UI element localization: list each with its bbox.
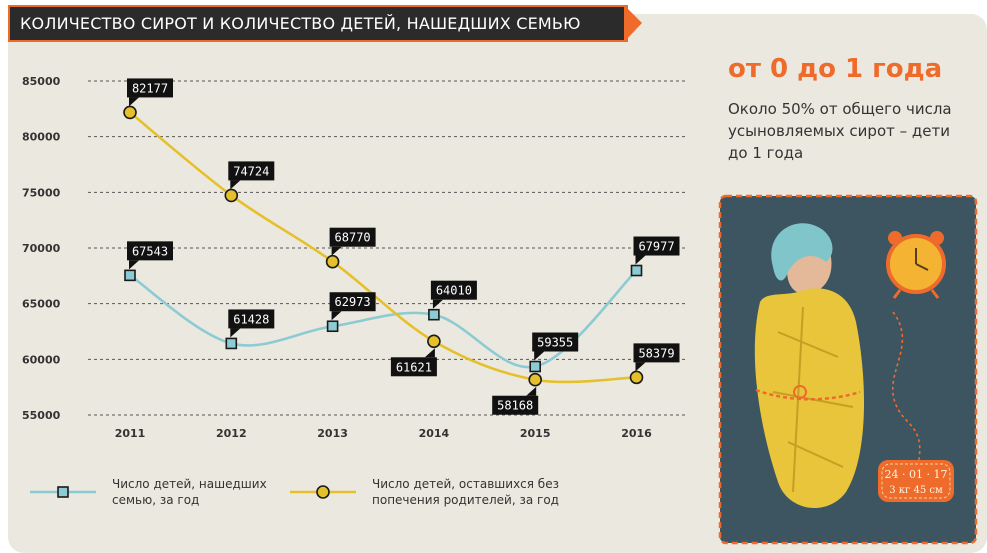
marker-adopted bbox=[124, 269, 136, 282]
y-tick-label: 85000 bbox=[22, 75, 61, 88]
data-label: 58379 bbox=[638, 346, 674, 360]
y-axis-ticks: 85000 80000 75000 70000 65000 60000 55000 bbox=[22, 75, 61, 422]
data-label: 68770 bbox=[335, 231, 371, 245]
y-tick-label: 80000 bbox=[22, 131, 61, 144]
x-tick-label: 2015 bbox=[520, 427, 551, 440]
data-label-bg bbox=[633, 236, 680, 256]
series-markers bbox=[123, 105, 644, 387]
x-tick-label: 2012 bbox=[216, 427, 247, 440]
data-label-bg bbox=[430, 280, 477, 300]
marker-orphans bbox=[528, 372, 543, 387]
chart-grid bbox=[88, 80, 688, 416]
data-label-bg bbox=[228, 161, 275, 181]
marker-adopted bbox=[225, 337, 238, 350]
data-label-bg bbox=[127, 78, 173, 98]
side-text: Около 50% от общего числа усыновляемых с… bbox=[728, 100, 952, 162]
data-label: 61428 bbox=[233, 312, 269, 326]
x-axis-ticks: 2011 2012 2013 2014 2015 2016 bbox=[115, 427, 652, 440]
marker-adopted bbox=[428, 308, 440, 321]
marker-orphans bbox=[224, 188, 239, 203]
blanket-ribbon bbox=[755, 388, 861, 401]
data-label: 64010 bbox=[436, 284, 472, 298]
side-heading: от 0 до 1 года bbox=[728, 54, 943, 84]
data-label-pointer bbox=[635, 362, 646, 372]
y-tick-label: 70000 bbox=[22, 242, 61, 255]
x-tick-label: 2014 bbox=[419, 427, 450, 440]
line-adopted bbox=[129, 269, 638, 369]
data-label-pointer bbox=[129, 260, 139, 270]
data-label-pointer bbox=[331, 246, 342, 256]
legend-label-adopted: Число детей, нашедших семью, за год bbox=[112, 477, 267, 507]
data-label-pointer bbox=[129, 97, 139, 107]
data-label-bg bbox=[492, 395, 539, 415]
x-tick-label: 2016 bbox=[621, 427, 652, 440]
data-label-bg bbox=[127, 241, 173, 261]
data-label-pointer bbox=[526, 386, 537, 396]
y-tick-label: 65000 bbox=[22, 298, 61, 311]
marker-adopted bbox=[326, 320, 339, 333]
data-label-bg bbox=[329, 292, 376, 312]
data-labels: 67543 61428 62973 64010 59355 67977 82177 74724… bbox=[127, 78, 680, 415]
birth-tag bbox=[878, 460, 954, 502]
baby-illustration: 24 · 01 · 17 3 кг 45 см bbox=[718, 194, 978, 545]
data-label-bg bbox=[633, 343, 680, 363]
baby-hat bbox=[771, 223, 833, 281]
data-label-pointer bbox=[534, 351, 545, 361]
line-chart: 85000 80000 75000 70000 65000 60000 55000 2011… bbox=[22, 75, 688, 499]
legend-marker-orphans bbox=[316, 485, 330, 499]
y-tick-label: 75000 bbox=[22, 186, 61, 199]
y-tick-label: 60000 bbox=[22, 353, 61, 366]
marker-adopted bbox=[630, 264, 643, 277]
data-label: 62973 bbox=[335, 295, 371, 309]
card-dashed-border bbox=[718, 194, 978, 545]
data-label: 58168 bbox=[497, 399, 533, 413]
data-label-bg bbox=[228, 309, 275, 329]
marker-orphans bbox=[629, 370, 644, 385]
data-label: 59355 bbox=[537, 336, 573, 350]
legend-marks bbox=[30, 485, 356, 499]
data-label-pointer bbox=[230, 328, 241, 338]
marker-orphans bbox=[427, 334, 441, 349]
data-label: 82177 bbox=[132, 81, 168, 95]
marker-adopted bbox=[529, 360, 542, 373]
data-label-pointer bbox=[230, 180, 241, 190]
data-label-pointer bbox=[331, 311, 342, 321]
legend-label-orphans: Число детей, оставшихся без попечения ро… bbox=[372, 477, 559, 507]
data-label-bg bbox=[329, 227, 376, 247]
chart-title: КОЛИЧЕСТВО СИРОТ И КОЛИЧЕСТВО ДЕТЕЙ, НАШ… bbox=[8, 5, 628, 42]
data-label-bg bbox=[532, 332, 579, 352]
data-label-pointer bbox=[635, 255, 646, 265]
data-label: 74724 bbox=[233, 164, 269, 178]
birth-tag-date: 24 · 01 · 17 bbox=[885, 468, 948, 481]
title-arrow-icon bbox=[624, 5, 642, 42]
data-label-bg bbox=[390, 357, 437, 377]
data-label: 67543 bbox=[132, 244, 168, 258]
birth-tag-size: 3 кг 45 см bbox=[889, 485, 943, 496]
x-tick-label: 2013 bbox=[317, 427, 348, 440]
data-label: 67977 bbox=[638, 240, 674, 254]
marker-orphans bbox=[325, 254, 340, 269]
marker-orphans bbox=[123, 105, 137, 120]
x-tick-label: 2011 bbox=[115, 427, 146, 440]
data-label: 61621 bbox=[396, 360, 432, 374]
legend-marker-adopted bbox=[57, 486, 69, 498]
y-tick-label: 55000 bbox=[22, 409, 61, 422]
data-label-pointer bbox=[432, 299, 443, 309]
data-label-pointer bbox=[424, 348, 435, 358]
